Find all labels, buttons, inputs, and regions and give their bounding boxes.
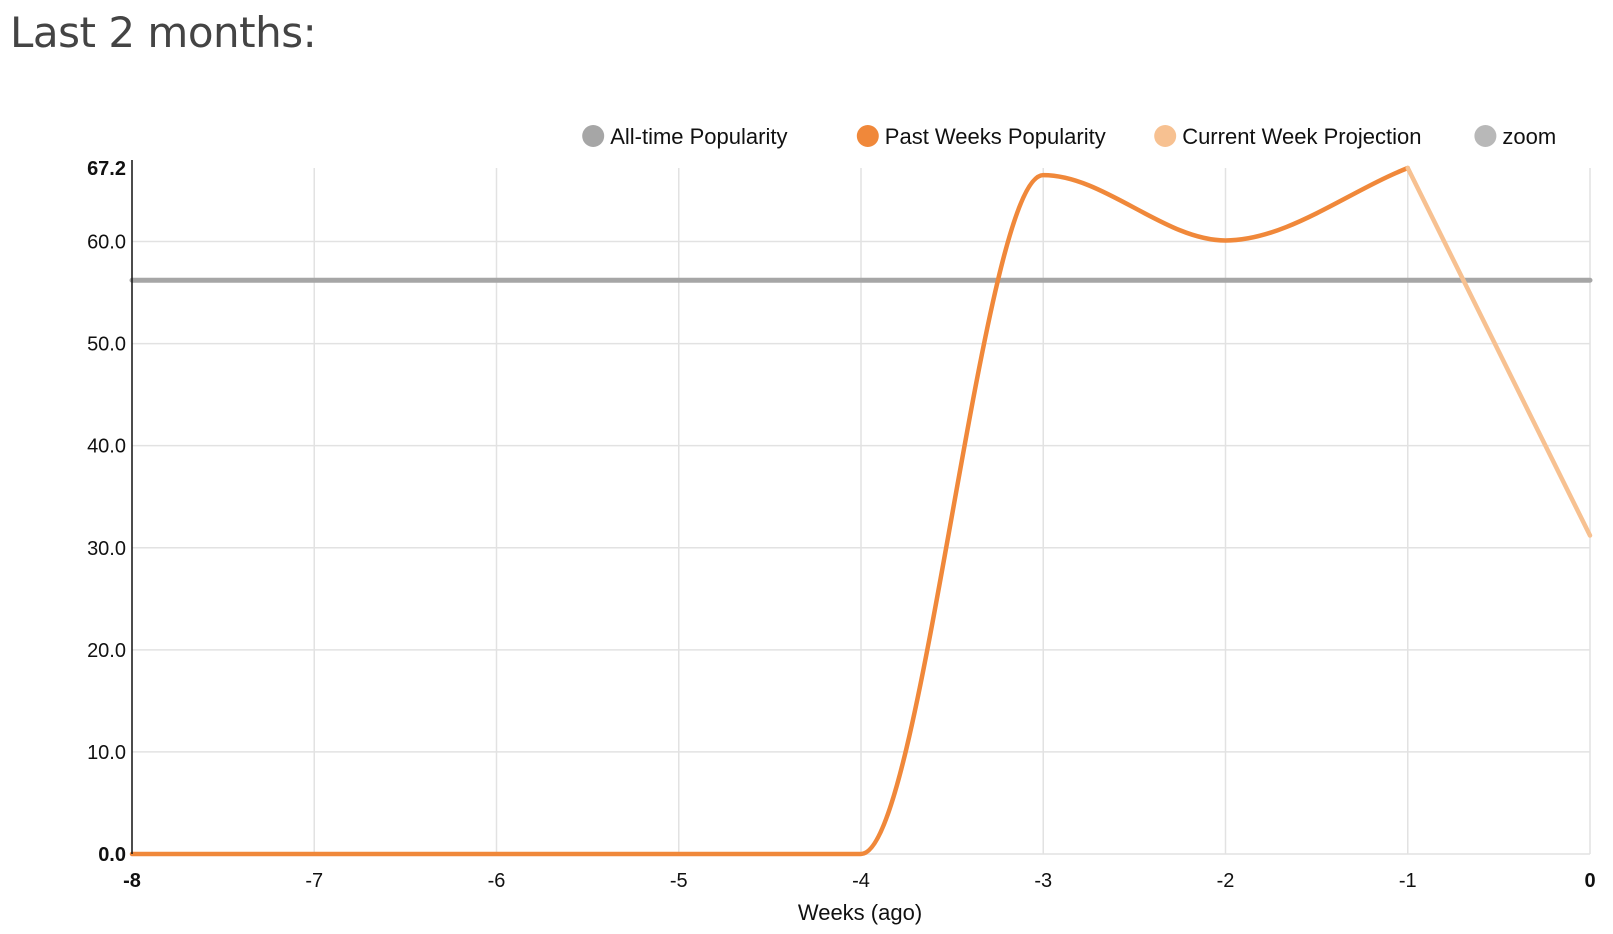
y-tick-label: 50.0: [87, 334, 126, 356]
series-line-current-week-projection: [1405, 165, 1593, 538]
x-tick-label: -5: [670, 870, 688, 892]
y-tick-label: 60.0: [87, 232, 126, 254]
y-tick-label: 10.0: [87, 742, 126, 764]
legend-label: zoom: [1502, 124, 1556, 149]
page-title: Last 2 months:: [10, 8, 317, 57]
x-tick-label: -3: [1034, 870, 1052, 892]
series-layer: [129, 165, 1593, 857]
legend-swatch: [1474, 125, 1497, 147]
x-tick-label: 0: [1584, 870, 1595, 892]
x-tick-label: -7: [305, 870, 323, 892]
legend-label: Current Week Projection: [1182, 124, 1421, 149]
y-tick-label: 67.2: [87, 158, 126, 180]
x-tick-label: -2: [1217, 870, 1235, 892]
x-tick-label: -1: [1399, 870, 1417, 892]
x-tick-label: -6: [488, 870, 506, 892]
tick-labels: 0.0 10.0 20.0 30.0 40.0 50.0 60.0 67.2 -8 -7 -6 -5 -…: [87, 158, 1596, 892]
legend-item-zoom[interactable]: zoom: [1474, 124, 1556, 149]
x-axis-title: Weeks (ago): [798, 900, 922, 925]
series-line-past-weeks-popularity: [129, 165, 1410, 857]
legend-label: Past Weeks Popularity: [885, 124, 1106, 149]
legend-swatch: [582, 125, 605, 147]
y-tick-label: 30.0: [87, 538, 126, 560]
x-tick-label: -4: [852, 870, 870, 892]
legend-item-current-week-projection[interactable]: Current Week Projection: [1154, 124, 1421, 149]
legend-item-past-weeks-popularity[interactable]: Past Weeks Popularity: [856, 124, 1106, 149]
x-tick-label: -8: [123, 870, 141, 892]
y-tick-label: 40.0: [87, 436, 126, 458]
legend-item-all-time-popularity[interactable]: All-time Popularity: [582, 124, 787, 149]
legend-label: All-time Popularity: [610, 124, 787, 149]
grid: [132, 168, 1591, 855]
legend[interactable]: All-time Popularity Past Weeks Popularity…: [582, 124, 1556, 149]
legend-swatch: [1154, 125, 1177, 147]
y-tick-label: 20.0: [87, 640, 126, 662]
y-tick-label: 0.0: [98, 844, 126, 866]
legend-swatch: [856, 125, 879, 147]
